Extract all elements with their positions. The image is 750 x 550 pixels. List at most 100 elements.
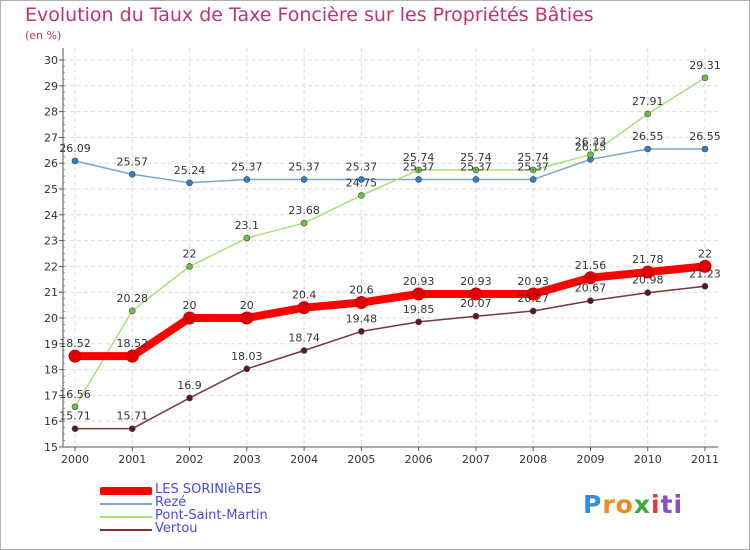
series-lines bbox=[68, 74, 712, 432]
x-tick-label: 2011 bbox=[691, 453, 719, 466]
data-label-vertou: 21.23 bbox=[689, 267, 721, 280]
data-point-reze bbox=[71, 157, 79, 165]
data-label-reze: 25.24 bbox=[174, 164, 206, 177]
legend-label: LES SORINIèRES bbox=[155, 482, 262, 497]
legend-label: Vertou bbox=[155, 521, 198, 536]
data-point-reze bbox=[358, 176, 365, 183]
data-point-vertou bbox=[701, 282, 709, 290]
data-label-reze: 25.37 bbox=[517, 160, 549, 173]
y-tick-label: 22 bbox=[44, 260, 58, 273]
data-point-reze bbox=[529, 176, 537, 183]
data-label-les-sorinieres: 20.93 bbox=[403, 275, 435, 288]
data-point-reze bbox=[243, 176, 251, 183]
legend-swatch-pont-saint-martin bbox=[100, 516, 152, 518]
data-point-les-sorinieres bbox=[583, 271, 597, 285]
y-tick-label: 28 bbox=[44, 106, 58, 119]
grid bbox=[63, 48, 718, 448]
legend-swatch-reze bbox=[100, 503, 152, 505]
data-label-vertou: 20.98 bbox=[632, 274, 664, 287]
y-tick-label: 17 bbox=[44, 389, 58, 402]
data-label-pont-saint-martin: 22 bbox=[183, 247, 197, 260]
data-label-vertou: 16.9 bbox=[177, 379, 202, 392]
data-label-reze: 25.37 bbox=[231, 160, 263, 173]
legend-swatch-vertou bbox=[100, 529, 152, 531]
y-tick-label: 20 bbox=[44, 312, 58, 325]
x-tick-label: 2001 bbox=[118, 453, 146, 466]
x-tick-label: 2002 bbox=[176, 453, 204, 466]
data-label-vertou: 20.27 bbox=[517, 292, 549, 305]
data-label-les-sorinieres: 22 bbox=[698, 247, 712, 260]
data-point-les-sorinieres bbox=[698, 259, 712, 273]
data-label-vertou: 15.71 bbox=[117, 410, 149, 423]
proxiti-logo: Proxiti bbox=[583, 490, 684, 519]
data-point-pont-saint-martin bbox=[587, 151, 594, 158]
data-point-pont-saint-martin bbox=[472, 166, 480, 174]
x-tick-label: 2004 bbox=[290, 453, 318, 466]
x-tick-label: 2000 bbox=[61, 453, 89, 466]
series-line-pont-saint-martin bbox=[74, 77, 706, 408]
data-point-reze bbox=[186, 179, 193, 187]
data-point-les-sorinieres bbox=[641, 265, 655, 279]
y-tick-label: 25 bbox=[44, 183, 58, 196]
data-label-reze: 26.15 bbox=[575, 140, 607, 153]
data-point-les-sorinieres bbox=[297, 301, 311, 315]
data-label-vertou: 20.07 bbox=[460, 297, 492, 310]
series-line-vertou bbox=[75, 285, 706, 430]
data-labels: 26.09 25.57 25.24 25.37 25.37 25.37 25.37 25.37… bbox=[59, 59, 721, 423]
chart-title: Evolution du Taux de Taxe Foncière sur l… bbox=[25, 4, 594, 26]
data-label-pont-saint-martin: 25.74 bbox=[460, 151, 492, 164]
y-tick-label: 15 bbox=[44, 441, 58, 454]
data-point-les-sorinieres bbox=[412, 287, 426, 301]
data-label-reze: 25.37 bbox=[403, 160, 435, 173]
data-point-pont-saint-martin bbox=[186, 263, 193, 270]
data-label-les-sorinieres: 20.93 bbox=[460, 275, 492, 288]
y-tick-label: 19 bbox=[44, 338, 58, 351]
data-point-reze bbox=[701, 145, 709, 153]
x-tick-label: 2009 bbox=[576, 453, 604, 466]
data-point-reze bbox=[644, 145, 652, 153]
data-label-les-sorinieres: 21.56 bbox=[575, 259, 607, 272]
y-tick-label: 27 bbox=[44, 131, 58, 144]
data-point-les-sorinieres bbox=[526, 287, 540, 301]
data-label-reze: 26.55 bbox=[632, 130, 664, 143]
data-label-reze: 26.09 bbox=[59, 142, 91, 155]
y-tick-label: 16 bbox=[44, 415, 58, 428]
legend-item-vertou: Vertou bbox=[100, 521, 340, 536]
chart-unit-label: (en %) bbox=[25, 29, 62, 42]
y-tick-label: 24 bbox=[44, 209, 58, 222]
data-point-pont-saint-martin bbox=[701, 74, 709, 82]
x-tick-label: 2010 bbox=[634, 453, 662, 466]
data-label-pont-saint-martin: 23.1 bbox=[235, 219, 260, 232]
data-label-les-sorinieres: 20.6 bbox=[349, 284, 374, 297]
data-point-vertou bbox=[243, 365, 251, 373]
data-label-pont-saint-martin: 16.56 bbox=[59, 388, 91, 401]
data-point-pont-saint-martin bbox=[358, 192, 365, 199]
data-label-les-sorinieres: 18.52 bbox=[59, 337, 91, 350]
data-point-pont-saint-martin bbox=[529, 166, 537, 174]
legend-label: Rezé bbox=[155, 495, 187, 510]
data-label-vertou: 18.03 bbox=[231, 350, 263, 363]
data-label-vertou: 19.48 bbox=[346, 312, 378, 325]
x-tick-label: 2003 bbox=[233, 453, 261, 466]
data-point-vertou bbox=[128, 425, 136, 432]
data-point-les-sorinieres bbox=[68, 349, 82, 363]
legend: LES SORINIèRES Rezé Pont-Saint-Martin Ve… bbox=[100, 482, 340, 536]
data-label-pont-saint-martin: 29.31 bbox=[689, 59, 721, 72]
data-label-les-sorinieres: 20 bbox=[183, 299, 197, 312]
data-point-vertou bbox=[472, 312, 480, 320]
data-point-vertou bbox=[644, 289, 652, 297]
data-point-pont-saint-martin bbox=[415, 166, 422, 174]
data-label-pont-saint-martin: 25.74 bbox=[403, 151, 435, 164]
data-label-reze: 25.57 bbox=[117, 155, 149, 168]
y-tick-label: 23 bbox=[44, 235, 58, 248]
x-tick-label: 2007 bbox=[462, 453, 490, 466]
data-point-les-sorinieres bbox=[354, 296, 368, 310]
data-label-reze: 25.37 bbox=[460, 160, 492, 173]
legend-item-pont-saint-martin: Pont-Saint-Martin bbox=[100, 508, 340, 523]
data-label-vertou: 18.74 bbox=[288, 332, 320, 345]
data-point-pont-saint-martin bbox=[243, 234, 251, 242]
y-tick-label: 18 bbox=[44, 364, 58, 377]
data-label-les-sorinieres: 20 bbox=[240, 299, 254, 312]
data-label-pont-saint-martin: 26.33 bbox=[575, 136, 607, 149]
